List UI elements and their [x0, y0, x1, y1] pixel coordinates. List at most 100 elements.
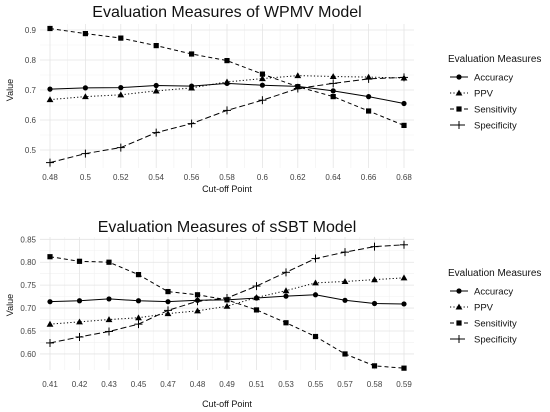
legend-item-ppv: PPV [450, 303, 494, 314]
accuracy-point [47, 299, 53, 305]
sensitivity-point [165, 288, 171, 295]
ppv-point [135, 314, 142, 321]
x-tick-labels: 0.41 0.42 0.43 0.45 0.47 0.48 0.49 0.51 0.53 0.55… [42, 380, 412, 389]
accuracy-point [371, 300, 378, 307]
specificity-point [105, 327, 113, 336]
specificity-point [46, 338, 54, 347]
specificity-point [193, 297, 202, 306]
legend-item-sensitivity: Sensitivity [450, 105, 517, 116]
y-tick-label: 0.70 [20, 304, 36, 313]
legend-label: Accuracy [474, 73, 513, 84]
legend-swatch-square-icon [456, 320, 462, 326]
x-tick-label: 0.52 [113, 173, 129, 182]
specificity-point [187, 119, 196, 128]
x-tick-label: 0.5 [80, 173, 92, 182]
accuracy-point [366, 94, 372, 100]
accuracy-point [259, 82, 265, 88]
accuracy-point [82, 85, 88, 91]
specificity-point [400, 73, 408, 82]
specificity-point [134, 320, 143, 329]
legend-swatch-plus-icon [455, 335, 463, 343]
specificity-point [223, 106, 231, 115]
sensitivity-point [47, 254, 53, 260]
y-tick-label: 0.65 [20, 327, 36, 336]
specificity-point [223, 293, 231, 302]
y-tick-label: 0.85 [20, 235, 36, 244]
specificity-point [400, 240, 408, 249]
legend-swatch-square-icon [456, 106, 462, 112]
y-tick-labels: 0.60 0.65 0.70 0.75 0.80 0.85 [20, 235, 36, 359]
sensitivity-point [118, 35, 124, 41]
sensitivity-point [342, 351, 348, 357]
accuracy-point [342, 297, 348, 303]
ppv-point [194, 307, 201, 314]
wpmv-chart: Evaluation Measures of WPMV Model 0.48 0.… [5, 4, 541, 194]
sensitivity-point [371, 363, 378, 369]
ssbt-chart: Evaluation Measures of sSBT Model 0.41 0.… [5, 219, 541, 409]
specificity-point [370, 242, 379, 251]
legend-item-specificity: Specificity [450, 335, 517, 346]
accuracy-point [76, 298, 83, 304]
ppv-line [49, 75, 405, 101]
ppv-point [341, 278, 349, 285]
specificity-point [252, 282, 261, 291]
legend-label: Specificity [474, 335, 517, 346]
x-axis-label: Cut-off Point [202, 184, 252, 194]
y-tick-label: 0.8 [25, 56, 37, 65]
accuracy-point [106, 296, 112, 302]
legend-label: Specificity [474, 121, 517, 132]
x-tick-label: 0.53 [278, 380, 294, 389]
sensitivity-point [189, 51, 195, 57]
x-tick-label: 0.54 [148, 173, 164, 182]
specificity-point [329, 79, 338, 88]
legend-swatch-triangle-icon [455, 303, 463, 310]
specificity-point [258, 96, 267, 105]
specificity-point [46, 158, 54, 167]
legend-label: Sensitivity [474, 319, 517, 330]
x-tick-label: 0.48 [190, 380, 206, 389]
sensitivity-point [312, 333, 319, 340]
y-tick-label: 0.9 [25, 26, 37, 35]
accuracy-point [153, 82, 159, 89]
sensitivity-point [153, 43, 159, 49]
accuracy-point [401, 100, 407, 107]
series-specificity [46, 73, 408, 167]
sensitivity-point [366, 108, 372, 114]
legend-label: Sensitivity [474, 105, 517, 116]
y-tick-label: 0.5 [25, 146, 37, 155]
specificity-point [152, 128, 161, 137]
legend-swatch-circle-icon [456, 288, 462, 294]
ppv-point [312, 279, 319, 286]
x-tick-labels: 0.48 0.5 0.52 0.54 0.56 0.58 0.6 0.62 0.64 0.66 0.… [42, 173, 412, 182]
accuracy-point [401, 301, 407, 307]
y-tick-labels: 0.5 0.6 0.7 0.8 0.9 [25, 26, 37, 155]
accuracy-point [165, 299, 171, 305]
accuracy-point [118, 85, 124, 91]
x-tick-label: 0.58 [219, 173, 235, 182]
grid [40, 24, 414, 168]
series-specificity [46, 240, 408, 347]
specificity-point [81, 149, 90, 158]
ppv-point [329, 73, 337, 80]
legend-title: Evaluation Measures [448, 54, 541, 65]
x-tick-label: 0.66 [361, 173, 377, 182]
x-tick-label: 0.47 [160, 380, 176, 389]
x-tick-label: 0.45 [131, 380, 147, 389]
legend-title: Evaluation Measures [448, 268, 541, 279]
ppv-point [400, 274, 408, 281]
legend-item-accuracy: Accuracy [450, 73, 513, 84]
x-axis-label: Cut-off Point [202, 399, 252, 409]
accuracy-point [47, 86, 53, 92]
y-tick-label: 0.75 [20, 281, 36, 290]
x-tick-label: 0.48 [42, 173, 58, 182]
ppv-point [253, 294, 260, 301]
legend-item-sensitivity: Sensitivity [450, 319, 517, 330]
x-tick-label: 0.56 [184, 173, 200, 182]
x-tick-label: 0.58 [367, 380, 383, 389]
sensitivity-point [401, 365, 407, 371]
ppv-point [188, 84, 195, 91]
specificity-point [311, 254, 320, 263]
sensitivity-point [106, 259, 112, 265]
legend-label: PPV [474, 303, 494, 314]
